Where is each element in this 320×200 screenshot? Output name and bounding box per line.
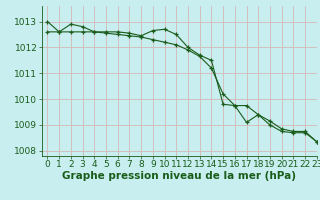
X-axis label: Graphe pression niveau de la mer (hPa): Graphe pression niveau de la mer (hPa) [62,171,296,181]
